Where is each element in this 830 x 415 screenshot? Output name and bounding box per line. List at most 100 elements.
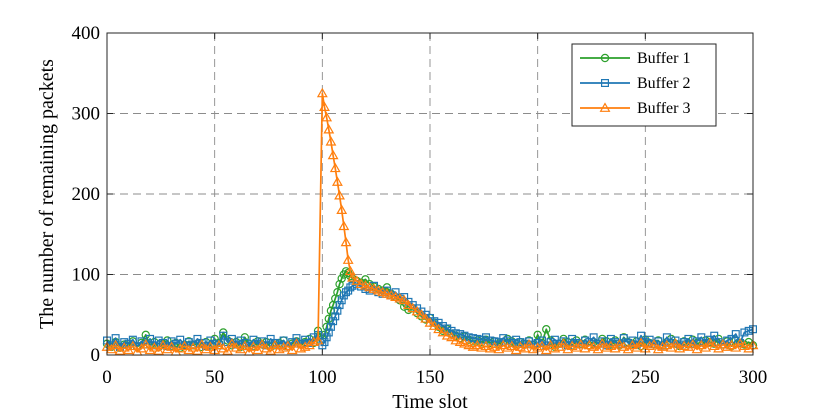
y-tick-label: 200 xyxy=(72,184,101,205)
series-3-point xyxy=(329,162,341,173)
series-3-point xyxy=(336,204,348,214)
series-1-point xyxy=(404,305,413,315)
series-3-point xyxy=(596,338,608,348)
y-tick-label: 300 xyxy=(72,104,101,125)
series-3-point xyxy=(192,345,203,355)
series-3-point xyxy=(235,343,246,354)
series-3-point xyxy=(674,342,686,353)
x-tick-label: 0 xyxy=(102,367,112,388)
series-3-point xyxy=(319,101,330,111)
y-tick-label: 0 xyxy=(91,345,101,366)
series-3-point xyxy=(291,338,302,348)
series-2-point xyxy=(731,330,740,339)
x-tick-label: 100 xyxy=(308,367,337,388)
series-3-point xyxy=(344,265,356,276)
series-3-point xyxy=(437,326,449,337)
series-2-point xyxy=(128,335,137,344)
series-2-point xyxy=(447,326,456,335)
series-1-point xyxy=(542,325,551,334)
series-2-point xyxy=(348,281,357,290)
series-3-point xyxy=(144,344,156,355)
series-3-point xyxy=(454,336,466,347)
series-3-point xyxy=(217,342,229,353)
series-3-point xyxy=(331,176,343,186)
series-3-point xyxy=(515,341,526,351)
series-3-point xyxy=(226,338,238,348)
series-3-point xyxy=(230,342,242,352)
series-3-point xyxy=(635,337,647,347)
series-3-point xyxy=(260,342,272,353)
series-3-point xyxy=(570,342,582,352)
series-3-point xyxy=(347,272,358,282)
series-3-point xyxy=(510,344,522,355)
x-axis-label: Time slot xyxy=(392,391,468,413)
series-3-point xyxy=(394,293,406,303)
series-2-point xyxy=(331,312,340,321)
series-3-point xyxy=(424,317,436,327)
series-2-point xyxy=(154,336,163,345)
series-layer xyxy=(101,87,759,356)
y-tick-label: 400 xyxy=(72,23,101,44)
series-2-point xyxy=(333,306,342,315)
series-3-point xyxy=(295,342,307,353)
series-3-point xyxy=(411,305,423,316)
series-3-point xyxy=(213,339,225,350)
series-3-point xyxy=(355,278,367,289)
series-3-point xyxy=(562,343,574,354)
series-3-point xyxy=(127,340,139,351)
series-3-point xyxy=(303,339,315,350)
series-3-point xyxy=(308,336,320,347)
series-3-point xyxy=(618,341,630,351)
series-3-point xyxy=(222,345,234,355)
series-2-point xyxy=(335,301,344,310)
y-axis-label: The number of remaining packets xyxy=(36,59,58,329)
series-2-point xyxy=(342,288,351,297)
y-tick-label: 100 xyxy=(72,265,101,286)
series-3-point xyxy=(588,341,600,351)
series-3-point xyxy=(183,344,195,355)
series-3-point xyxy=(187,342,199,352)
series-3-point xyxy=(553,341,565,351)
series-3-point xyxy=(549,342,561,353)
series-3-point xyxy=(153,345,165,355)
series-3-point xyxy=(536,340,548,351)
series-3-point xyxy=(196,338,208,349)
series-3-point xyxy=(527,343,539,354)
series-3-point xyxy=(148,342,160,352)
series-3-point xyxy=(738,340,750,351)
series-2-point xyxy=(512,335,521,344)
series-3-point xyxy=(661,339,673,350)
series-3-point xyxy=(506,340,518,351)
series-3-point xyxy=(372,284,384,295)
series-3-point xyxy=(368,283,380,293)
series-2-point xyxy=(727,334,736,343)
series-3-point xyxy=(299,341,311,351)
series-3-point xyxy=(657,341,668,351)
x-tick-label: 250 xyxy=(631,367,660,388)
series-3-point xyxy=(545,339,557,350)
series-3-point xyxy=(312,334,324,345)
series-3-point xyxy=(670,338,681,348)
series-3-point xyxy=(420,313,432,323)
series-3-point xyxy=(717,338,729,349)
series-3-point xyxy=(166,341,178,351)
series-3-point xyxy=(644,340,656,351)
series-3-point xyxy=(273,343,285,354)
x-tick-label: 300 xyxy=(739,367,768,388)
series-3-point xyxy=(700,342,712,352)
series-3-point xyxy=(174,342,186,353)
series-2-point xyxy=(740,328,749,337)
legend-marker-3 xyxy=(599,102,611,112)
series-3-point xyxy=(471,339,483,350)
series-3-point xyxy=(734,338,746,348)
series-3-point xyxy=(323,123,335,134)
series-3-point xyxy=(398,294,410,305)
series-3-point xyxy=(351,275,363,285)
series-3-point xyxy=(601,342,613,352)
series-3-point xyxy=(282,340,294,351)
series-3-point xyxy=(385,289,397,300)
series-3-point xyxy=(390,291,401,301)
series-3-point xyxy=(204,341,216,351)
series-2-point xyxy=(322,333,331,342)
